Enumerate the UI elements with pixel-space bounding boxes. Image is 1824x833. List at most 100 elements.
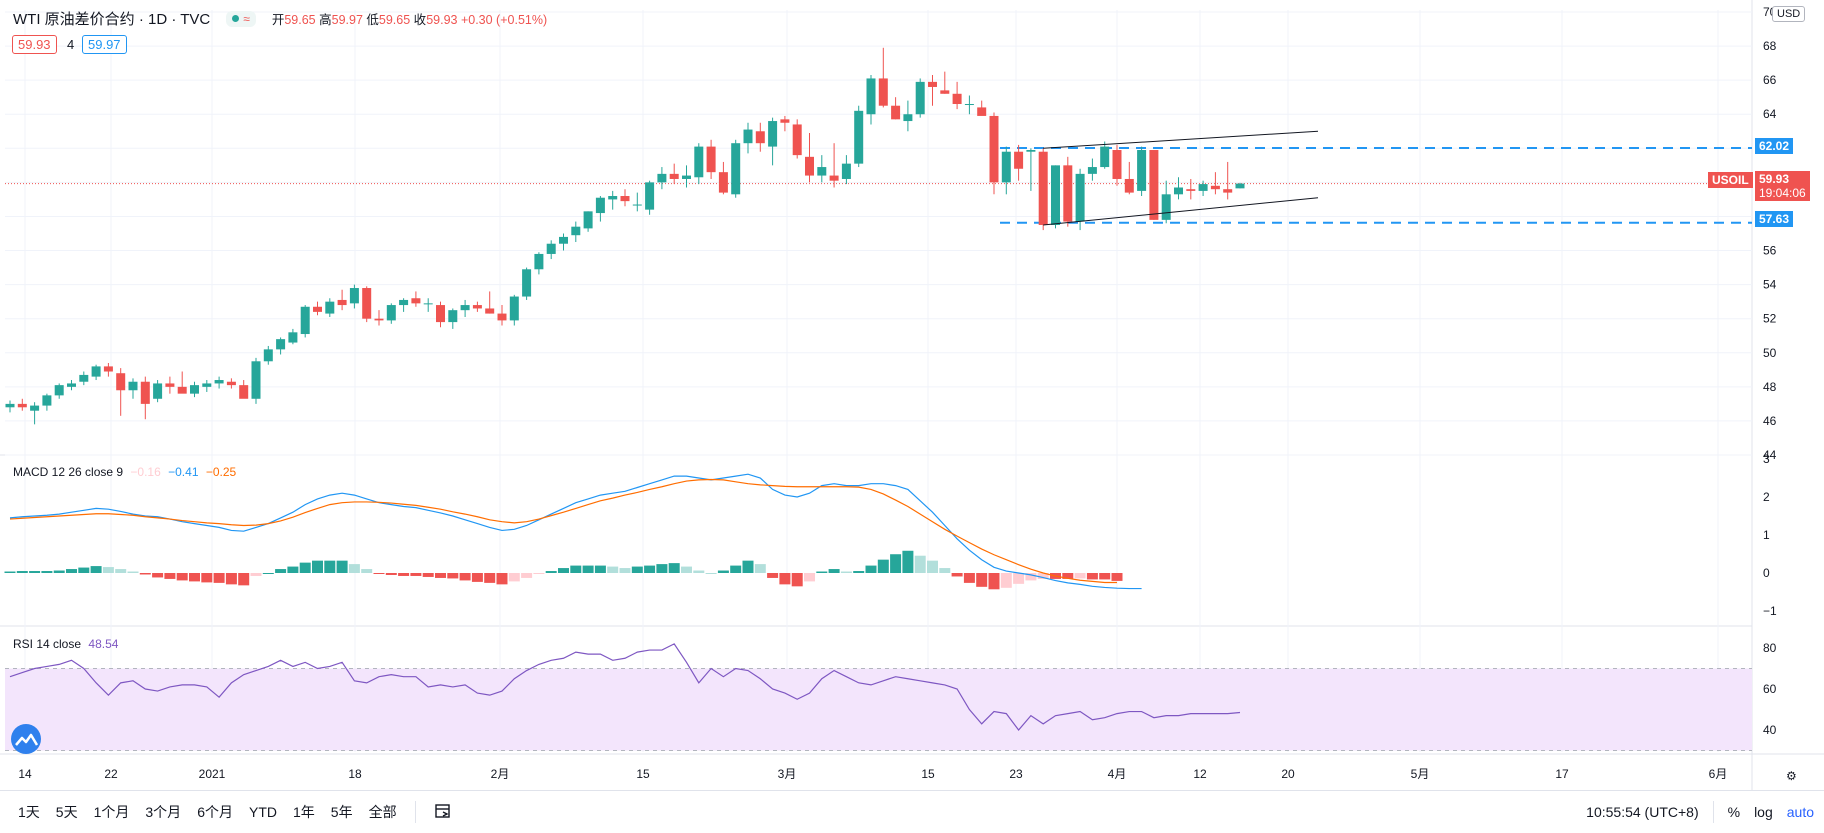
candle-body <box>1001 151 1011 183</box>
range-button-4[interactable]: 6个月 <box>197 804 233 820</box>
tradingview-logo-icon[interactable] <box>11 724 41 754</box>
rsi-tick-label: 40 <box>1763 723 1777 737</box>
candle-body <box>903 114 913 122</box>
candle-body <box>1075 173 1085 222</box>
close-label: 收 <box>413 13 427 27</box>
range-button-2[interactable]: 1个月 <box>93 804 130 820</box>
macd-histogram-bar <box>373 573 385 574</box>
candle-body <box>1186 189 1196 191</box>
range-button-6[interactable]: 1年 <box>292 804 315 820</box>
time-tick-label: 6月 <box>1709 767 1728 781</box>
sell-price-button[interactable]: 59.93 <box>12 35 57 54</box>
candle-body <box>325 301 335 314</box>
candle-body <box>337 299 347 306</box>
macd-histogram-bar <box>361 569 373 573</box>
macd-histogram-bar <box>484 573 496 583</box>
macd-histogram-bar <box>717 570 729 573</box>
auto-toggle[interactable]: auto <box>1786 804 1814 820</box>
rsi-legend[interactable]: RSI 14 close 48.54 <box>13 637 118 651</box>
level-tag-lower: 57.63 <box>1755 211 1794 227</box>
time-tick-label: 2021 <box>199 767 226 781</box>
candle-body <box>140 381 150 404</box>
market-status[interactable]: ≈ <box>226 10 256 27</box>
candle-body <box>817 167 827 176</box>
market-open-dot-icon <box>232 15 240 22</box>
candle-body <box>485 308 495 314</box>
time-tick-label: 22 <box>104 767 118 781</box>
candle-body <box>522 269 532 297</box>
log-toggle[interactable]: log <box>1754 804 1773 820</box>
macd-histogram-bar <box>594 565 606 573</box>
macd-histogram-bar <box>521 573 533 578</box>
candle-body <box>755 131 765 144</box>
time-tick-label: 18 <box>348 767 362 781</box>
candle-body <box>460 305 470 311</box>
logo-mountain-icon <box>15 733 39 746</box>
candle-body <box>792 124 802 156</box>
range-button-5[interactable]: YTD <box>248 804 277 820</box>
candle-body <box>288 332 298 343</box>
chart-area[interactable]: 70686664626058565452504846443210−1806040… <box>0 0 1824 790</box>
macd-legend[interactable]: MACD 12 26 close 9 −0.16 −0.41 −0.25 <box>13 465 236 479</box>
candle-body <box>1051 165 1060 225</box>
macd-histogram-bar <box>890 554 902 573</box>
ohlc-values: 开59.65 高59.97 低59.65 收59.93 +0.30 (+0.51… <box>272 9 547 28</box>
candle-body <box>165 383 175 387</box>
candle-body <box>1112 150 1122 179</box>
macd-histogram-bar <box>4 571 16 573</box>
candle-body <box>571 226 581 236</box>
macd-histogram-bar <box>1111 573 1123 581</box>
candle-body <box>1124 178 1134 193</box>
candle-body <box>559 236 568 244</box>
candle-body <box>632 204 642 206</box>
chart-svg[interactable]: 70686664626058565452504846443210−1806040… <box>0 0 1824 790</box>
macd-histogram-bar <box>115 569 127 573</box>
candle-body <box>608 196 618 200</box>
time-tick-label: 12 <box>1193 767 1207 781</box>
candle-body <box>891 105 901 120</box>
percent-toggle[interactable]: % <box>1727 804 1741 820</box>
macd-histogram-bar <box>312 560 323 573</box>
range-button-7[interactable]: 5年 <box>330 804 353 820</box>
candle-body <box>1100 146 1110 168</box>
candle-body <box>251 361 261 399</box>
range-button-8[interactable]: 全部 <box>368 804 397 820</box>
candle-body <box>226 381 236 386</box>
clock-timezone[interactable]: 10:55:54 (UTC+8) <box>1586 804 1699 820</box>
candle-body <box>1038 151 1048 225</box>
macd-histogram-bar <box>459 573 471 581</box>
candle-body <box>399 299 409 306</box>
candle-body <box>928 81 937 87</box>
macd-histogram-bar <box>976 573 988 587</box>
time-tick-label: 15 <box>921 767 935 781</box>
symbol-title[interactable]: WTI 原油差价合约 · 1D · TVC <box>13 11 211 28</box>
macd-histogram-bar <box>779 573 791 585</box>
macd-tick-label: 0 <box>1763 566 1770 580</box>
macd-histogram-bar <box>385 573 397 575</box>
candle-body <box>448 310 458 323</box>
range-button-3[interactable]: 3个月 <box>145 804 182 820</box>
price-tag: 59.93 19:04:06 <box>1755 171 1810 201</box>
macd-histogram-bar <box>496 573 508 585</box>
time-tick-label: 4月 <box>1108 767 1127 781</box>
price-tick-label: 64 <box>1763 107 1777 121</box>
candle-body <box>17 403 27 408</box>
range-button-0[interactable]: 1天 <box>18 804 40 820</box>
range-button-1[interactable]: 5天 <box>55 804 78 820</box>
macd-histogram-bar <box>656 564 668 573</box>
open-label: 开 <box>271 13 285 27</box>
macd-histogram-bar <box>508 573 520 582</box>
macd-histogram-bar <box>422 573 434 577</box>
settings-gear-icon[interactable]: ⚙ <box>1786 769 1797 783</box>
candle-body <box>362 288 372 319</box>
candle-body <box>177 386 187 394</box>
price-tick-label: 48 <box>1763 380 1777 394</box>
macd-histogram-bar <box>1037 573 1049 579</box>
macd-histogram-bar <box>1013 573 1025 584</box>
goto-date-icon[interactable] <box>434 802 452 823</box>
currency-button[interactable]: USD <box>1772 6 1806 22</box>
macd-histogram-bar <box>435 573 446 578</box>
macd-histogram-bar <box>644 565 656 573</box>
buy-price-button[interactable]: 59.97 <box>82 35 127 54</box>
macd-tick-label: 3 <box>1763 452 1770 466</box>
